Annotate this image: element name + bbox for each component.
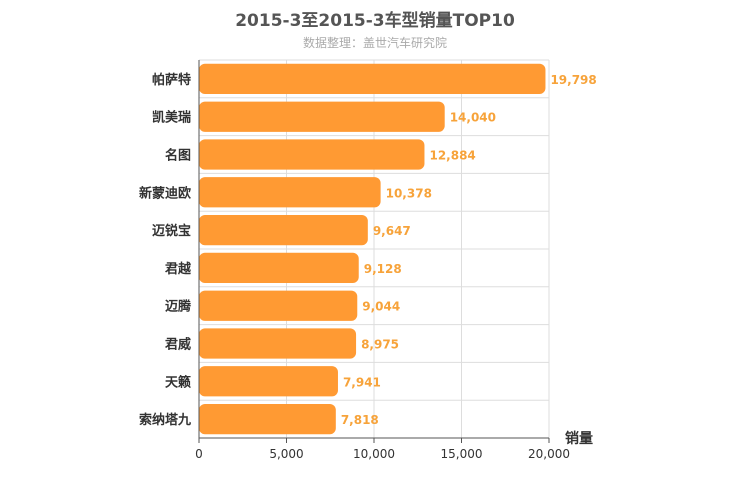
value-label: 8,975 xyxy=(361,338,399,352)
bar[interactable] xyxy=(199,214,368,246)
x-tick-label: 0 xyxy=(195,447,203,461)
value-label: 7,941 xyxy=(343,375,381,389)
x-axis-title: 销量 xyxy=(565,430,593,447)
bar[interactable] xyxy=(199,366,338,397)
category-label: 君威 xyxy=(165,337,191,353)
category-label: 迈腾 xyxy=(165,299,192,315)
x-tick-label: 15,000 xyxy=(441,447,483,461)
category-label: 新蒙迪欧 xyxy=(139,185,191,201)
bar[interactable] xyxy=(199,177,381,208)
bar[interactable] xyxy=(199,403,336,435)
value-label: 9,044 xyxy=(362,300,400,314)
category-label: 名图 xyxy=(165,148,191,164)
bar[interactable] xyxy=(199,63,546,95)
value-label: 10,378 xyxy=(386,186,432,200)
value-label: 12,884 xyxy=(429,149,475,163)
x-tick-label: 5,000 xyxy=(269,447,303,461)
label-layer: 19,798 帕萨特 14,040 凯美瑞 12,884 名图 10,378 新蒙迪欧 9,64… xyxy=(139,72,597,461)
category-label: 君越 xyxy=(165,261,192,277)
x-tick-label: 10,000 xyxy=(353,447,395,461)
category-label: 帕萨特 xyxy=(152,72,191,88)
value-label: 9,128 xyxy=(364,262,402,276)
category-label: 索纳塔九 xyxy=(139,412,191,428)
category-label: 凯美瑞 xyxy=(152,110,191,126)
value-label: 19,798 xyxy=(550,73,596,87)
bar-layer xyxy=(199,63,546,435)
category-label: 天籁 xyxy=(165,374,191,390)
value-label: 7,818 xyxy=(341,413,379,427)
value-label: 9,647 xyxy=(373,224,411,238)
bar[interactable] xyxy=(199,139,425,170)
value-label: 14,040 xyxy=(450,111,496,125)
category-label: 迈锐宝 xyxy=(152,223,191,239)
bar[interactable] xyxy=(199,101,445,132)
chart-title: 2015-3至2015-3车型销量TOP10 xyxy=(235,11,515,31)
bar[interactable] xyxy=(199,252,359,284)
chart-subtitle: 数据整理：盖世汽车研究院 xyxy=(302,36,447,50)
bar[interactable] xyxy=(199,290,358,321)
bar[interactable] xyxy=(199,328,357,359)
x-tick-label: 20,000 xyxy=(528,447,570,461)
